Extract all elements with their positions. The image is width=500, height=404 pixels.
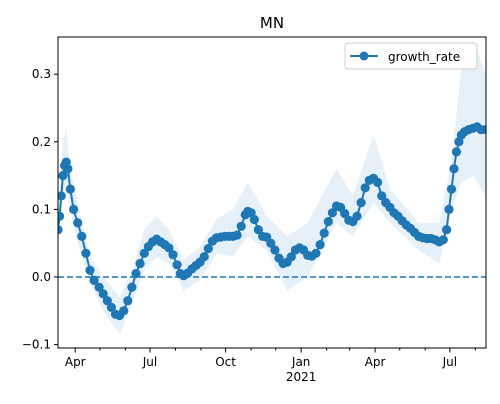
y-tick-label: 0.0: [32, 270, 51, 284]
data-point: [286, 252, 296, 262]
data-point: [270, 245, 280, 255]
data-point: [449, 164, 459, 174]
y-tick-label: 0.2: [32, 135, 51, 149]
plot-frame: [57, 36, 487, 349]
data-point: [89, 275, 99, 285]
plot-area: [58, 40, 486, 335]
data-point: [266, 238, 276, 248]
data-point: [253, 225, 263, 235]
legend-frame: [344, 42, 478, 70]
data-point: [327, 208, 337, 218]
data-point: [135, 258, 145, 269]
data-point: [73, 218, 83, 228]
data-point: [65, 184, 75, 194]
data-point: [168, 250, 178, 260]
data-point: [172, 260, 182, 270]
data-point: [58, 225, 63, 235]
chart-title: MN: [260, 14, 284, 32]
legend-entry-label: growth_rate: [388, 50, 460, 64]
data-point: [199, 252, 209, 262]
plot-content: [58, 40, 486, 335]
growth-rate-line: [58, 125, 486, 317]
data-point: [127, 282, 137, 292]
data-point: [315, 240, 325, 250]
data-point: [356, 198, 366, 208]
data-point: [446, 184, 457, 194]
data-point: [139, 248, 149, 258]
data-point: [85, 265, 95, 275]
data-point: [249, 214, 259, 225]
data-point: [63, 164, 73, 174]
data-point: [123, 296, 133, 306]
data-point: [203, 244, 213, 254]
x-tick-label: Apr: [65, 355, 86, 369]
data-point: [81, 248, 91, 258]
x-year-label: 2021: [286, 370, 317, 384]
data-point: [102, 296, 112, 306]
x-tick-label: Jul: [142, 355, 157, 369]
legend: growth_rate: [344, 42, 478, 70]
data-point: [323, 217, 333, 227]
data-point: [442, 225, 452, 235]
data-point: [438, 235, 448, 245]
data-point: [119, 306, 129, 316]
data-point: [58, 191, 66, 201]
data-point: [98, 289, 108, 299]
data-point: [340, 208, 350, 219]
data-point: [77, 231, 87, 241]
data-point: [58, 171, 68, 181]
data-point: [164, 243, 174, 253]
confidence-band: [58, 40, 486, 335]
data-point: [444, 204, 454, 214]
data-point: [311, 248, 321, 258]
data-point: [451, 147, 461, 157]
data-point: [352, 211, 362, 221]
data-point: [94, 282, 104, 292]
x-tick-label: Jan: [291, 355, 311, 369]
data-point: [69, 204, 79, 214]
data-point: [481, 125, 486, 135]
y-tick-label: 0.1: [32, 202, 51, 216]
data-point: [58, 211, 65, 221]
data-point: [373, 177, 383, 187]
axes: −0.1 0.0 0.1 0.2 0.3 Apr Jul Oct Jan Apr Jul 2021: [22, 36, 487, 384]
y-tick-label: 0.3: [32, 67, 51, 81]
data-point: [106, 302, 116, 312]
data-point: [319, 228, 329, 238]
data-point: [131, 269, 141, 279]
x-tick-label: Oct: [215, 355, 236, 369]
data-point: [377, 191, 387, 201]
y-tick-label: −0.1: [22, 338, 51, 352]
legend-marker-swatch: [359, 51, 369, 61]
x-tick-label: Apr: [365, 355, 386, 369]
x-tick-label: Jul: [442, 355, 457, 369]
data-point: [236, 221, 246, 231]
data-point: [232, 230, 242, 240]
data-point: [360, 183, 370, 193]
